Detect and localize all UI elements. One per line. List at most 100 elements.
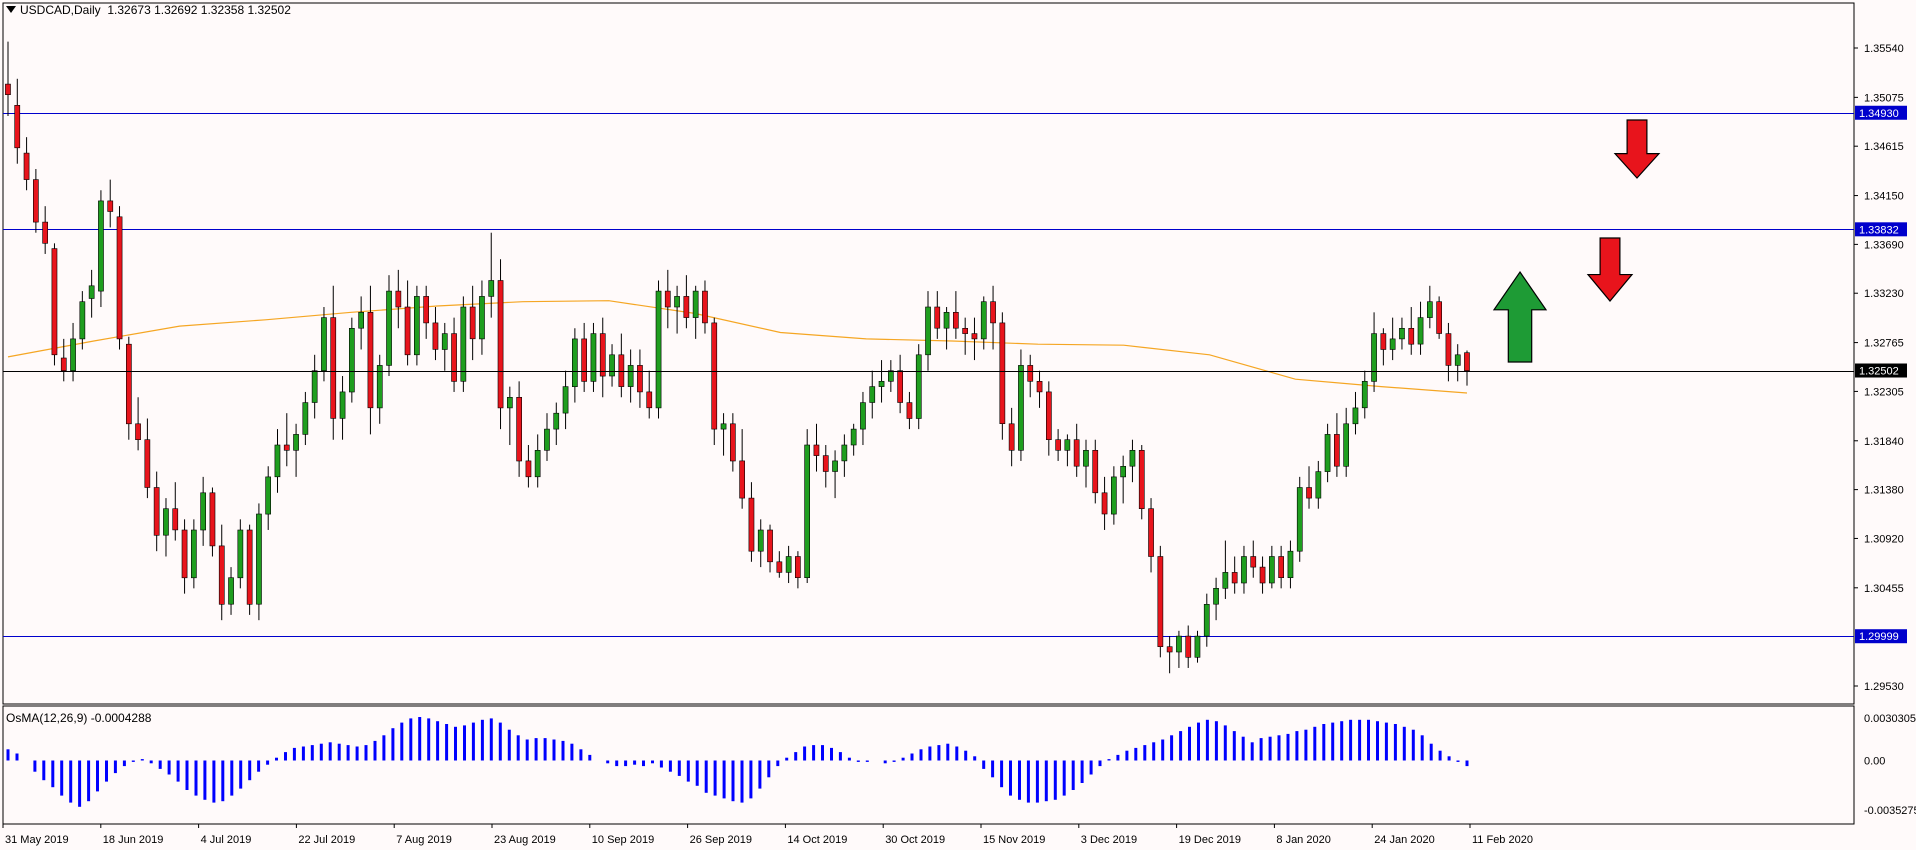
osma-histogram — [6, 717, 1469, 807]
candle-body — [794, 556, 801, 579]
candle-body — [692, 290, 699, 318]
candle-body — [1101, 492, 1108, 515]
x-tick-label: 10 Sep 2019 — [592, 834, 654, 846]
x-tick-label: 18 Jun 2019 — [103, 834, 164, 846]
candle-body — [506, 396, 513, 409]
candle-body — [1454, 354, 1461, 366]
candle — [980, 296, 987, 350]
candle-body — [283, 444, 290, 451]
candle — [1055, 429, 1061, 461]
candle — [1231, 556, 1238, 594]
triangle-down-icon[interactable] — [6, 6, 16, 13]
candle-body — [581, 338, 587, 382]
candle — [1445, 322, 1452, 382]
candle-body — [5, 83, 11, 95]
candle — [163, 498, 169, 557]
chart-header: USDCAD,Daily 1.32673 1.32692 1.32358 1.3… — [6, 3, 291, 17]
candle-body — [321, 317, 327, 372]
candle — [999, 312, 1006, 440]
candle — [553, 402, 560, 446]
candle — [497, 259, 504, 430]
candle-body — [172, 508, 179, 531]
candle — [637, 349, 643, 408]
candle-body — [144, 439, 151, 488]
level-price-tag-bg — [1855, 629, 1907, 644]
candle — [971, 317, 978, 361]
candle — [1352, 391, 1359, 435]
candle — [627, 349, 634, 403]
candle-body — [469, 306, 476, 340]
candle-body — [962, 327, 968, 334]
x-tick-label: 30 Oct 2019 — [885, 834, 945, 846]
x-tick-label: 22 Jul 2019 — [298, 834, 355, 846]
candle-body — [785, 556, 792, 573]
candle-body — [1120, 465, 1126, 478]
level-price-tag: 1.33832 — [1859, 224, 1899, 236]
candle — [804, 429, 810, 584]
candle — [479, 280, 485, 355]
candle — [302, 391, 309, 446]
candle-body — [358, 311, 365, 329]
candle-body — [423, 296, 430, 324]
arrow-down-icon — [1586, 237, 1634, 302]
candle-body — [1083, 449, 1089, 467]
candle-body — [990, 301, 996, 324]
x-tick-label: 26 Sep 2019 — [690, 834, 752, 846]
candle-body — [311, 370, 318, 403]
candle — [1083, 439, 1089, 488]
candle — [1157, 545, 1164, 658]
candle-body — [51, 248, 58, 356]
y-tick-label: 1.35075 — [1864, 92, 1904, 104]
candle-body — [1055, 439, 1061, 451]
candle — [655, 280, 662, 419]
candle — [348, 317, 355, 403]
candle-body — [1018, 365, 1024, 451]
candle-body — [1111, 476, 1117, 515]
candle-body — [729, 423, 736, 462]
candle — [237, 519, 244, 589]
candle — [1166, 636, 1173, 674]
level-price-tag: 1.29999 — [1859, 631, 1899, 643]
candle-body — [209, 492, 216, 547]
candle — [339, 376, 346, 440]
candle-body — [1278, 556, 1284, 579]
candle — [785, 545, 792, 584]
candle — [32, 169, 39, 233]
candle-body — [1241, 556, 1247, 584]
candle-body — [952, 311, 959, 329]
candle — [79, 291, 86, 350]
candle — [534, 434, 541, 488]
candle — [321, 307, 327, 382]
candle — [1334, 413, 1340, 477]
candle — [116, 206, 123, 350]
candle-body — [98, 200, 104, 292]
candle-body — [544, 428, 550, 451]
candle — [1148, 498, 1154, 573]
candle-body — [107, 200, 114, 212]
candle — [218, 524, 225, 621]
candle — [330, 285, 337, 440]
candle — [590, 322, 597, 392]
candle-body — [386, 290, 392, 366]
candle-body — [739, 460, 745, 499]
candle-body — [711, 322, 718, 430]
y-tick-label: 1.31840 — [1864, 436, 1904, 448]
y-tick-label: 1.30920 — [1864, 533, 1904, 545]
arrow-down-icon — [1613, 119, 1661, 179]
candle-body — [302, 402, 309, 435]
candle-body — [488, 280, 495, 297]
candle — [1120, 455, 1126, 504]
candle-body — [748, 497, 755, 552]
x-tick-label: 24 Jan 2020 — [1374, 834, 1435, 846]
candle-body — [887, 370, 894, 382]
candle-body — [330, 317, 337, 419]
candle-body — [832, 460, 838, 472]
candle-body — [915, 354, 922, 419]
candle — [1343, 407, 1349, 477]
candle — [246, 524, 253, 615]
candle-body — [497, 280, 504, 409]
y-tick-label: 1.34150 — [1864, 191, 1904, 203]
osma-scale-label: 0.00303053 — [1864, 713, 1916, 725]
